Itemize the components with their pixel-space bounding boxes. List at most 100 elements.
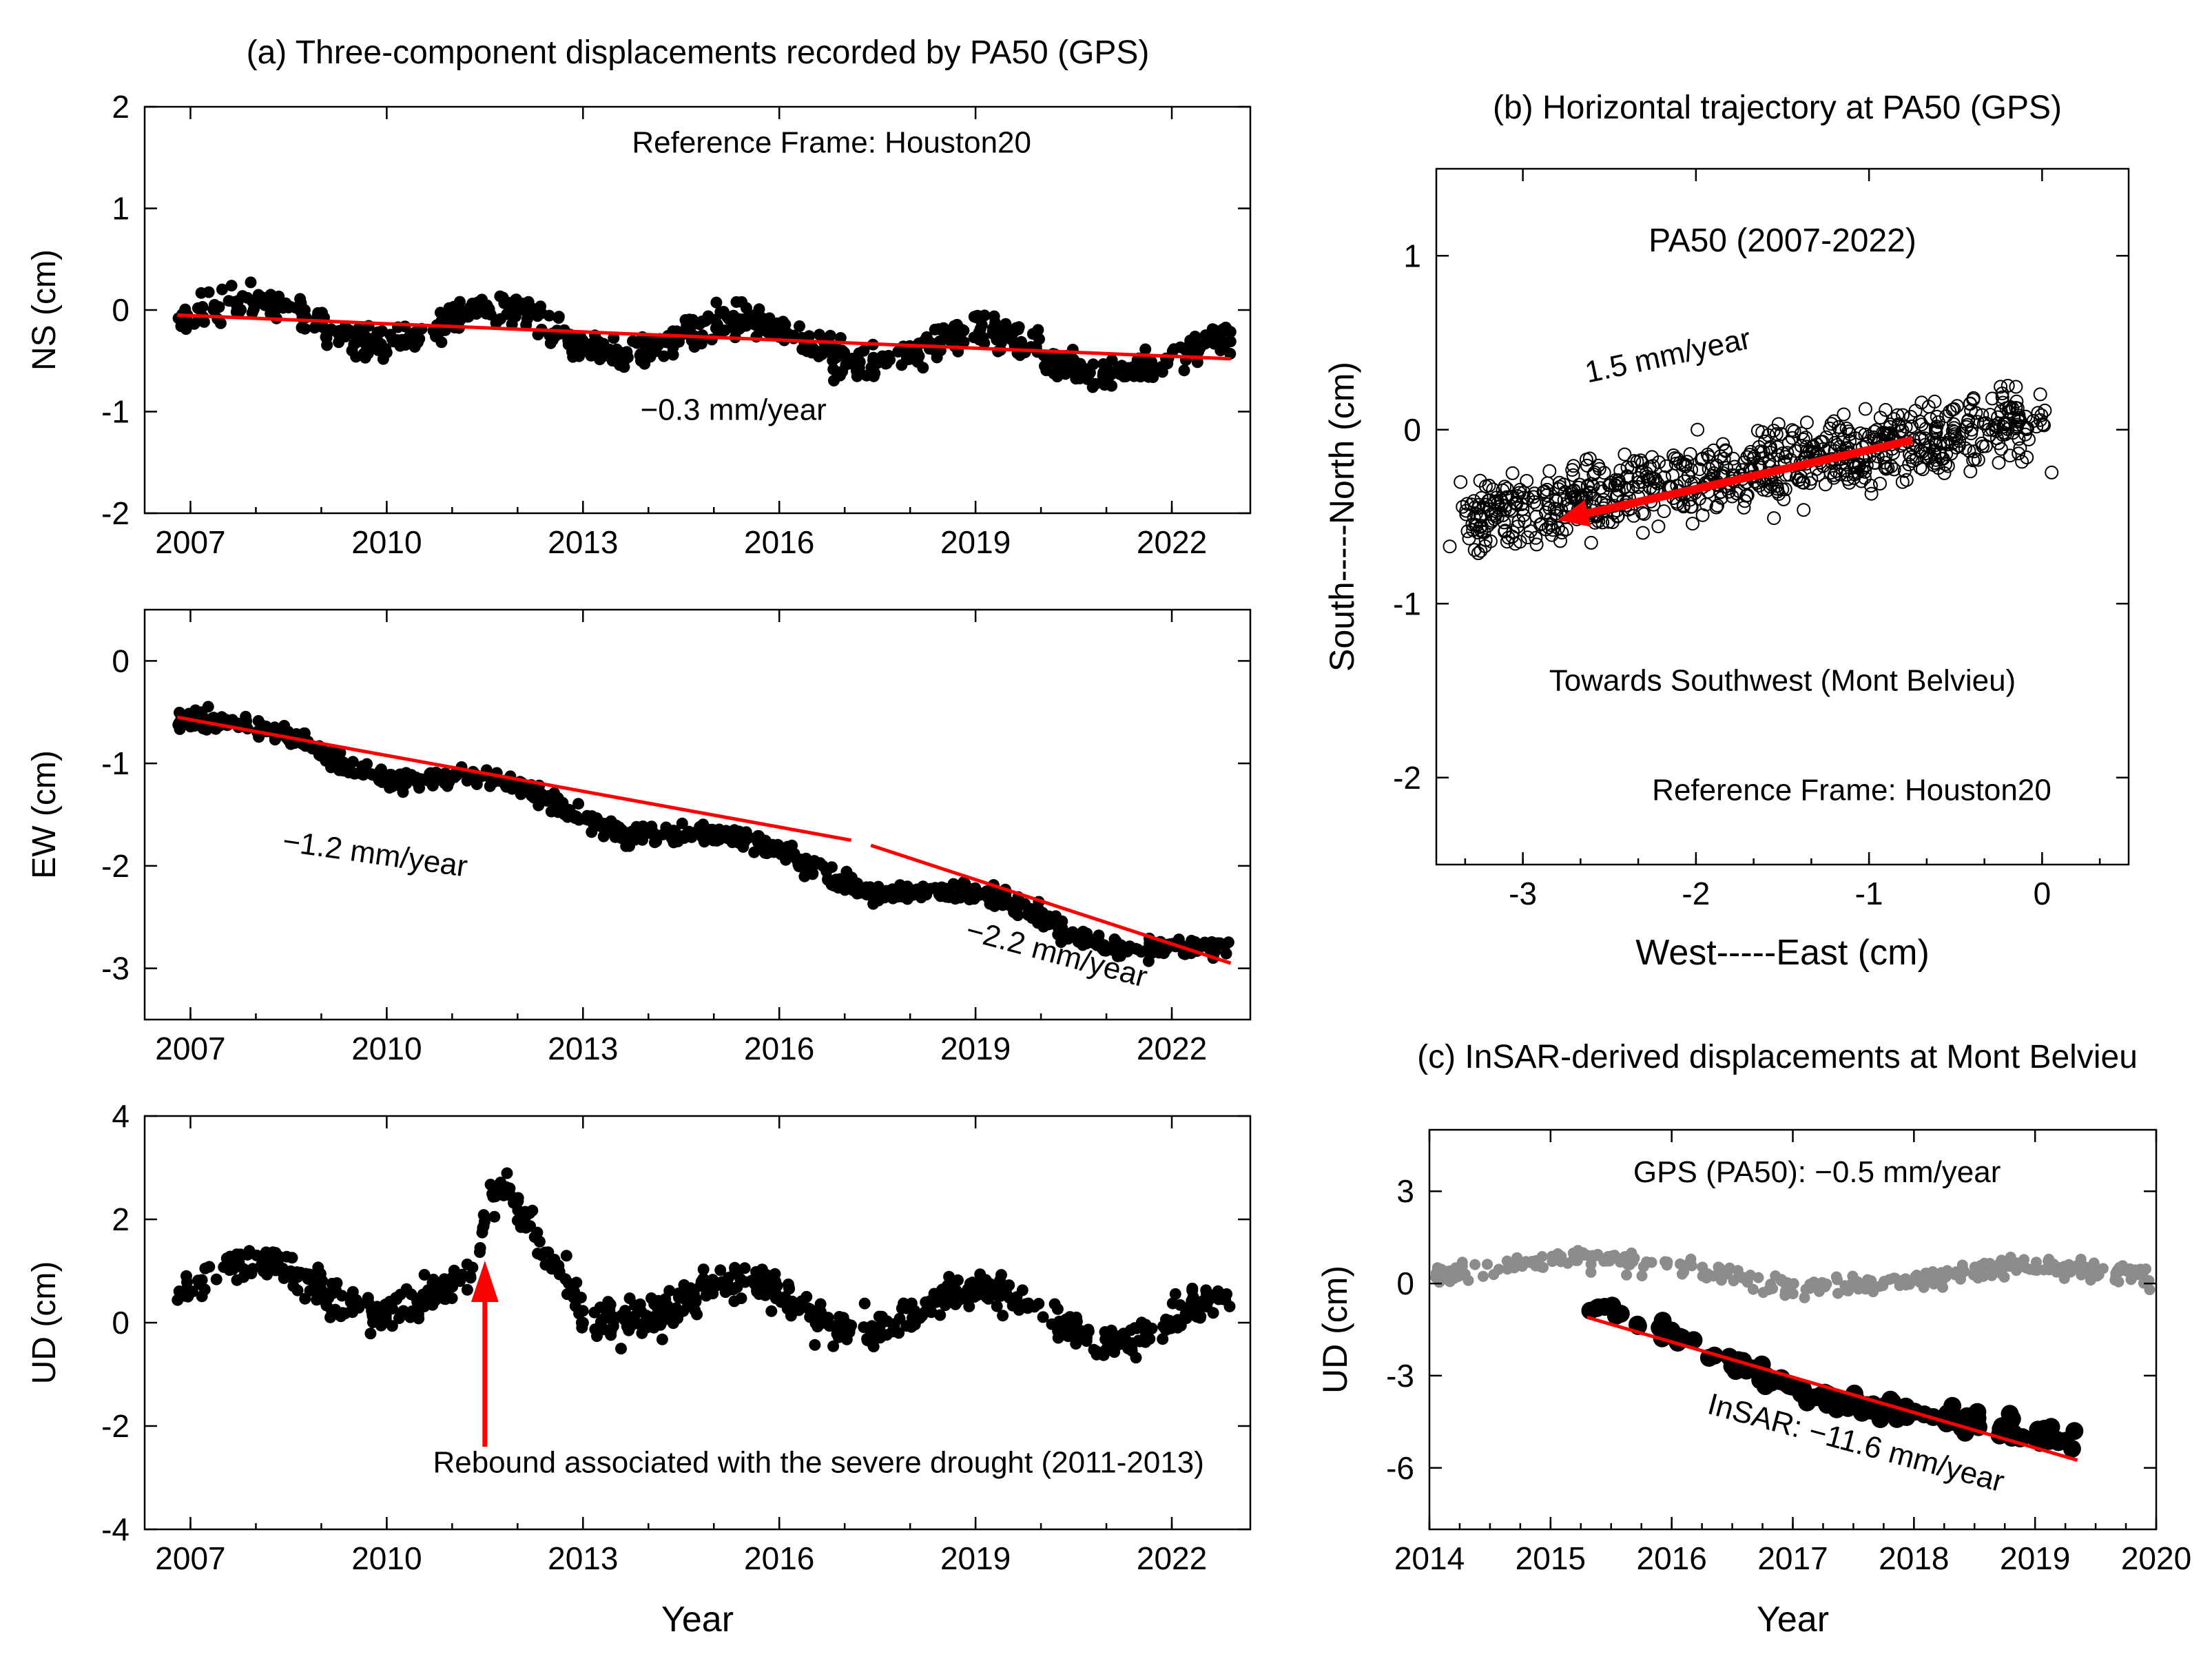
data-point (1443, 539, 1457, 554)
data-point (226, 1251, 238, 1263)
data-point (1505, 466, 1520, 480)
chart-ns: 2007 2010 2013 2016 2019 2022 2 1 0 -1 -2 NS (cm) Re… (26, 89, 1252, 560)
data-point (2010, 401, 2025, 415)
data-point (663, 1285, 676, 1297)
data-point (220, 1260, 232, 1272)
data-point (1648, 475, 1663, 488)
data-point (656, 1333, 668, 1345)
data-point (1897, 464, 1912, 478)
data-point (1919, 422, 1933, 436)
data-point (560, 1250, 572, 1262)
y-tick-label: -2 (101, 1408, 130, 1444)
data-point (477, 1221, 489, 1234)
data-point (1572, 477, 1586, 492)
data-point (697, 1272, 710, 1285)
data-point (783, 1281, 795, 1294)
data-point (339, 327, 351, 340)
data-point (1220, 336, 1232, 349)
data-point (1082, 371, 1094, 383)
panel-c-title: (c) InSAR-derived displacements at Mont … (1417, 1039, 2138, 1075)
data-point (1431, 1262, 1443, 1274)
data-point (1467, 510, 1481, 525)
data-point (1824, 417, 1839, 431)
data-point (1747, 1283, 1759, 1295)
data-point (1179, 1308, 1192, 1321)
data-point (1858, 427, 1872, 442)
data-point (714, 306, 727, 318)
data-point (1464, 497, 1478, 512)
data-point (1571, 1254, 1583, 1266)
data-point (312, 1261, 324, 1274)
data-point (1500, 490, 1514, 504)
data-point (1843, 427, 1857, 442)
data-point (348, 329, 360, 341)
data-point (620, 840, 632, 852)
data-point (1946, 417, 1961, 431)
data-point (1553, 479, 1567, 494)
data-point (1930, 409, 1944, 424)
y-tick-label: -1 (101, 394, 130, 430)
data-point (2003, 448, 2017, 463)
data-point (296, 322, 308, 333)
data-point (951, 318, 963, 331)
data-point (1071, 1315, 1083, 1328)
data-point (1510, 489, 1524, 503)
data-point (1699, 497, 1713, 512)
data-point (2012, 446, 2026, 461)
data-point (466, 304, 479, 316)
data-point (1854, 474, 1869, 488)
data-point (1877, 1280, 1889, 1292)
annotation: Towards Southwest (Mont Belvieu) (1549, 664, 2016, 698)
data-point (858, 344, 870, 357)
data-point (1496, 508, 1510, 522)
data-point (1520, 530, 1535, 545)
data-point (1832, 420, 1846, 434)
data-point (481, 299, 493, 311)
x-axis-label: West-----East (cm) (1635, 933, 1930, 973)
data-point (1204, 334, 1217, 347)
data-point (448, 1264, 460, 1277)
data-point (1905, 454, 1920, 468)
data-point (1553, 534, 1567, 548)
chart-title: PA50 (2007-2022) (1648, 223, 1916, 259)
data-point (931, 351, 943, 364)
y-tick-label: -2 (101, 848, 130, 884)
data-point (1544, 528, 1559, 542)
data-point (1837, 407, 1851, 422)
data-point (249, 294, 261, 307)
data-point (1914, 417, 1929, 432)
x-tick-label: 2019 (940, 524, 1011, 560)
data-point (424, 767, 436, 780)
data-point (1627, 1256, 1639, 1268)
data-point (699, 315, 712, 327)
data-point (448, 312, 460, 324)
chart-ew: 2007 2010 2013 2016 2019 2022 0 -1 -2 -3 EW (cm) −1… (26, 608, 1252, 1066)
data-point (1843, 434, 1857, 448)
data-point (1918, 1281, 1930, 1293)
data-point (756, 324, 768, 336)
data-point (589, 1323, 601, 1336)
data-point (533, 799, 545, 812)
data-point (377, 353, 389, 365)
data-point (1469, 1259, 1481, 1270)
data-point (988, 310, 1000, 322)
data-point (667, 349, 679, 361)
data-point (2045, 465, 2059, 479)
data-point (997, 1310, 1009, 1322)
data-point (526, 1204, 539, 1217)
data-point (1156, 366, 1168, 378)
data-point (1998, 427, 2012, 442)
data-point (1505, 504, 1519, 518)
data-point (1478, 533, 1493, 547)
data-point (619, 1314, 631, 1326)
data-point (741, 302, 752, 314)
data-point (814, 1305, 827, 1318)
data-point (1551, 482, 1566, 496)
data-point (1767, 511, 1781, 526)
data-point (1967, 1269, 1979, 1281)
data-point (1052, 1325, 1064, 1337)
data-point (1918, 431, 1932, 446)
data-point (986, 1282, 998, 1294)
y-tick-label: -4 (101, 1511, 130, 1547)
data-point (2033, 387, 2047, 402)
